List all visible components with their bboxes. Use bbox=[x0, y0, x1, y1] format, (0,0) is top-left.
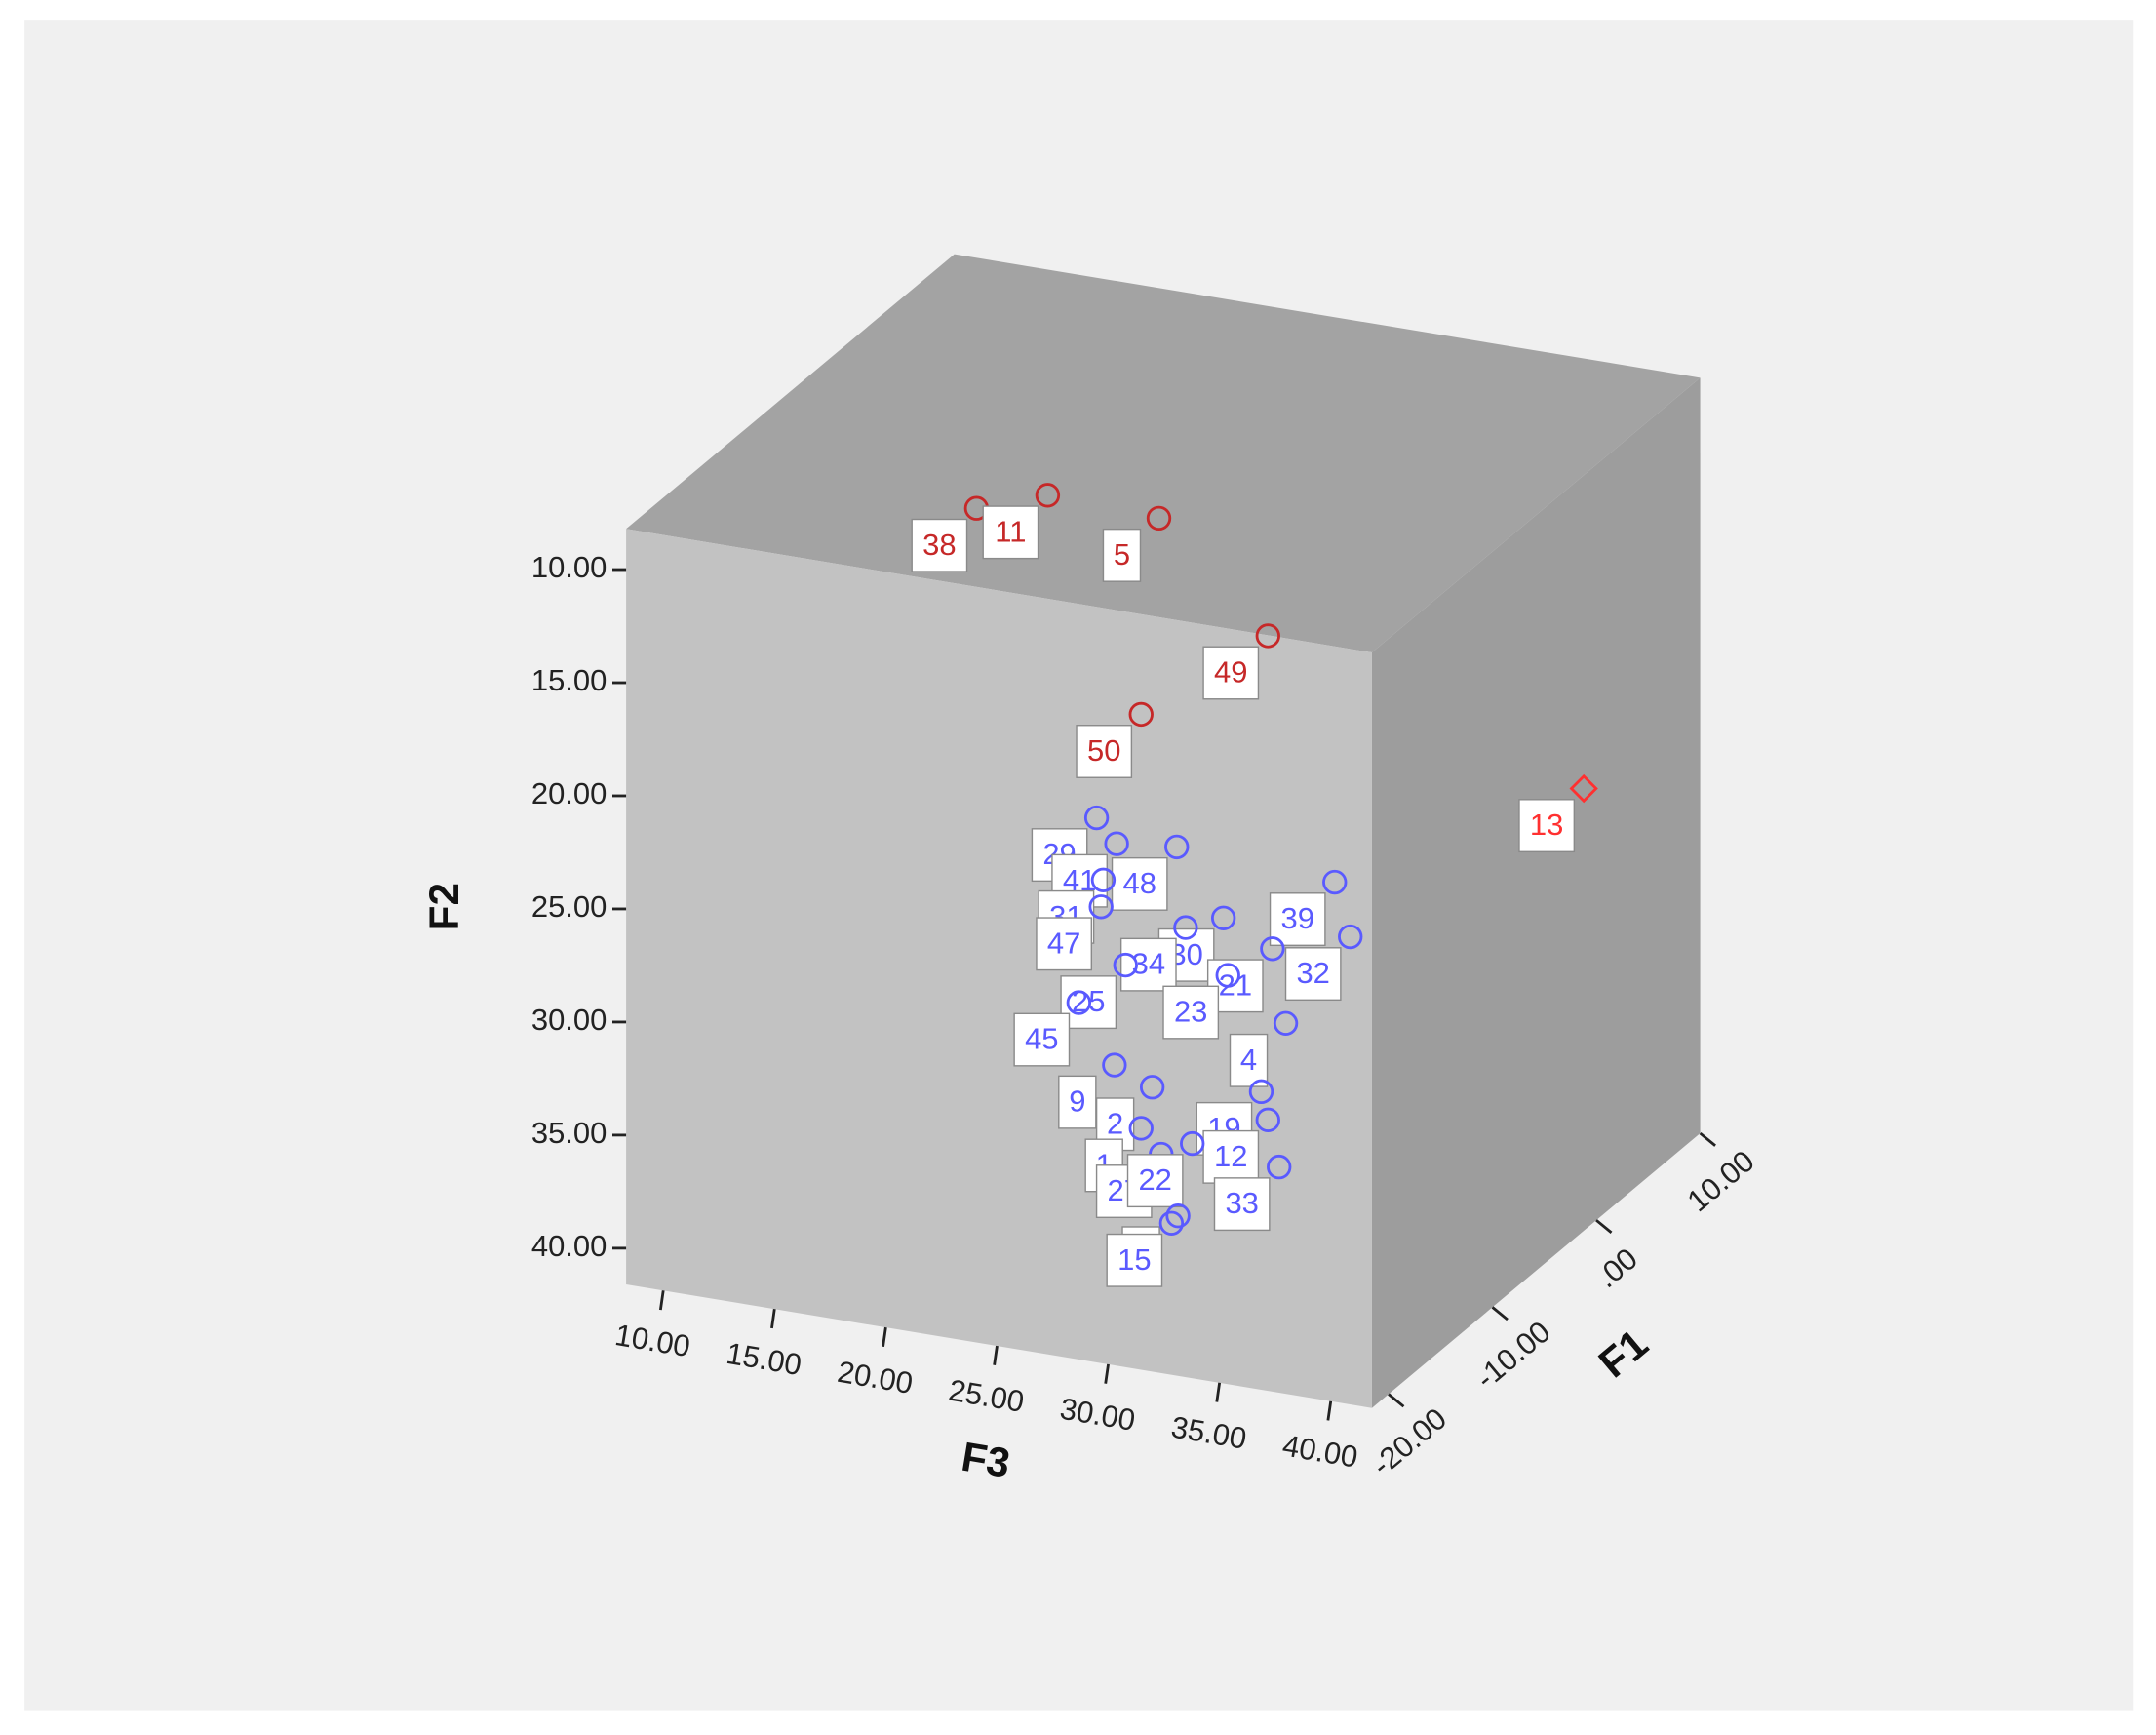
point-marker bbox=[1128, 701, 1154, 728]
point-label-box bbox=[1058, 1075, 1097, 1129]
point-marker bbox=[1139, 1075, 1165, 1100]
point-label: 33 bbox=[1225, 1186, 1258, 1220]
point-label: 47 bbox=[1047, 926, 1080, 960]
point-marker bbox=[1255, 623, 1280, 649]
point-label: 45 bbox=[1025, 1022, 1058, 1056]
point-label-box bbox=[1229, 1033, 1269, 1087]
point-label-box bbox=[1213, 1177, 1271, 1232]
y-tick-label: 10.00 bbox=[531, 550, 608, 584]
point-label-box bbox=[1106, 1233, 1163, 1287]
point-label: 32 bbox=[1296, 956, 1329, 990]
cube bbox=[626, 254, 1701, 1408]
z-tick bbox=[1491, 1306, 1509, 1321]
point-marker bbox=[1569, 773, 1598, 804]
right-face bbox=[1371, 377, 1701, 1408]
point-label-box bbox=[1284, 947, 1342, 1002]
point-marker bbox=[1165, 1203, 1191, 1229]
point-label: 5 bbox=[1114, 537, 1130, 572]
y-tick-label: 15.00 bbox=[531, 663, 608, 697]
point-marker bbox=[1173, 915, 1198, 940]
point-marker bbox=[1146, 505, 1172, 532]
point-marker bbox=[1088, 894, 1114, 920]
x-tick bbox=[658, 1290, 665, 1311]
point-marker bbox=[1035, 483, 1061, 508]
point-marker bbox=[1248, 1079, 1274, 1105]
point-label-box bbox=[1162, 985, 1220, 1040]
point-label: 2 bbox=[1107, 1106, 1123, 1140]
point-marker bbox=[1104, 831, 1129, 856]
z-tick bbox=[1388, 1393, 1405, 1408]
point-marker bbox=[1273, 1010, 1299, 1036]
point-label-box bbox=[1111, 856, 1168, 911]
x-axis-title: F3 bbox=[959, 1434, 1013, 1486]
point-marker bbox=[1102, 1052, 1127, 1078]
point-label: 4 bbox=[1240, 1043, 1257, 1077]
point-marker bbox=[1215, 963, 1240, 988]
point-label-box bbox=[1126, 1154, 1184, 1208]
y-tick-label: 40.00 bbox=[531, 1229, 608, 1263]
y-tick-label: 20.00 bbox=[531, 776, 608, 810]
y-tick-label: 30.00 bbox=[531, 1003, 608, 1037]
point-label: 39 bbox=[1280, 901, 1313, 935]
point-marker bbox=[1210, 905, 1236, 930]
point-label: 38 bbox=[922, 528, 956, 562]
z-tick bbox=[1595, 1219, 1613, 1234]
point-label-box bbox=[1076, 725, 1133, 778]
point-label-box bbox=[1518, 799, 1576, 853]
point-marker bbox=[1255, 1107, 1280, 1132]
point-marker bbox=[1090, 867, 1117, 892]
point-label: 13 bbox=[1530, 808, 1563, 842]
point-label: 11 bbox=[995, 514, 1026, 548]
point-marker bbox=[1158, 1210, 1185, 1236]
point-label: 15 bbox=[1117, 1242, 1151, 1277]
point-label-box bbox=[1119, 937, 1177, 992]
point-marker bbox=[1083, 805, 1110, 831]
x-tick bbox=[770, 1309, 776, 1329]
front-face bbox=[626, 529, 1372, 1408]
point-label-box bbox=[1269, 892, 1326, 947]
top-face bbox=[626, 254, 1701, 653]
point-marker bbox=[1066, 990, 1092, 1015]
point-label: 12 bbox=[1214, 1139, 1247, 1173]
point-marker bbox=[1113, 952, 1138, 978]
point-label-box bbox=[1102, 528, 1142, 582]
z-tick bbox=[1699, 1131, 1716, 1147]
point-marker bbox=[1322, 869, 1348, 895]
point-marker bbox=[1128, 1116, 1154, 1141]
point-label: 22 bbox=[1138, 1163, 1171, 1197]
y-axis-title: F2 bbox=[421, 883, 467, 930]
point-marker bbox=[1338, 924, 1363, 950]
y-tick-label: 25.00 bbox=[531, 889, 608, 924]
point-label-box bbox=[1036, 917, 1093, 971]
point-label-box bbox=[1202, 646, 1260, 700]
point-label: 49 bbox=[1214, 655, 1247, 690]
point-marker bbox=[1267, 1154, 1292, 1180]
point-label: 9 bbox=[1069, 1084, 1085, 1119]
point-label: 23 bbox=[1174, 995, 1207, 1029]
point-label: 50 bbox=[1087, 733, 1120, 768]
x-tick bbox=[1326, 1400, 1333, 1421]
x-tick bbox=[1104, 1363, 1110, 1384]
x-tick bbox=[1215, 1382, 1222, 1402]
point-marker bbox=[1164, 834, 1190, 860]
point-marker bbox=[1180, 1130, 1205, 1157]
point-label-box bbox=[911, 518, 968, 572]
y-tick-label: 35.00 bbox=[531, 1116, 608, 1150]
x-tick bbox=[882, 1326, 887, 1348]
point-label-box bbox=[982, 505, 1039, 560]
point-label-box bbox=[1013, 1012, 1071, 1067]
x-tick bbox=[993, 1345, 999, 1365]
point-label: 48 bbox=[1122, 866, 1156, 900]
point-marker bbox=[1260, 936, 1285, 962]
